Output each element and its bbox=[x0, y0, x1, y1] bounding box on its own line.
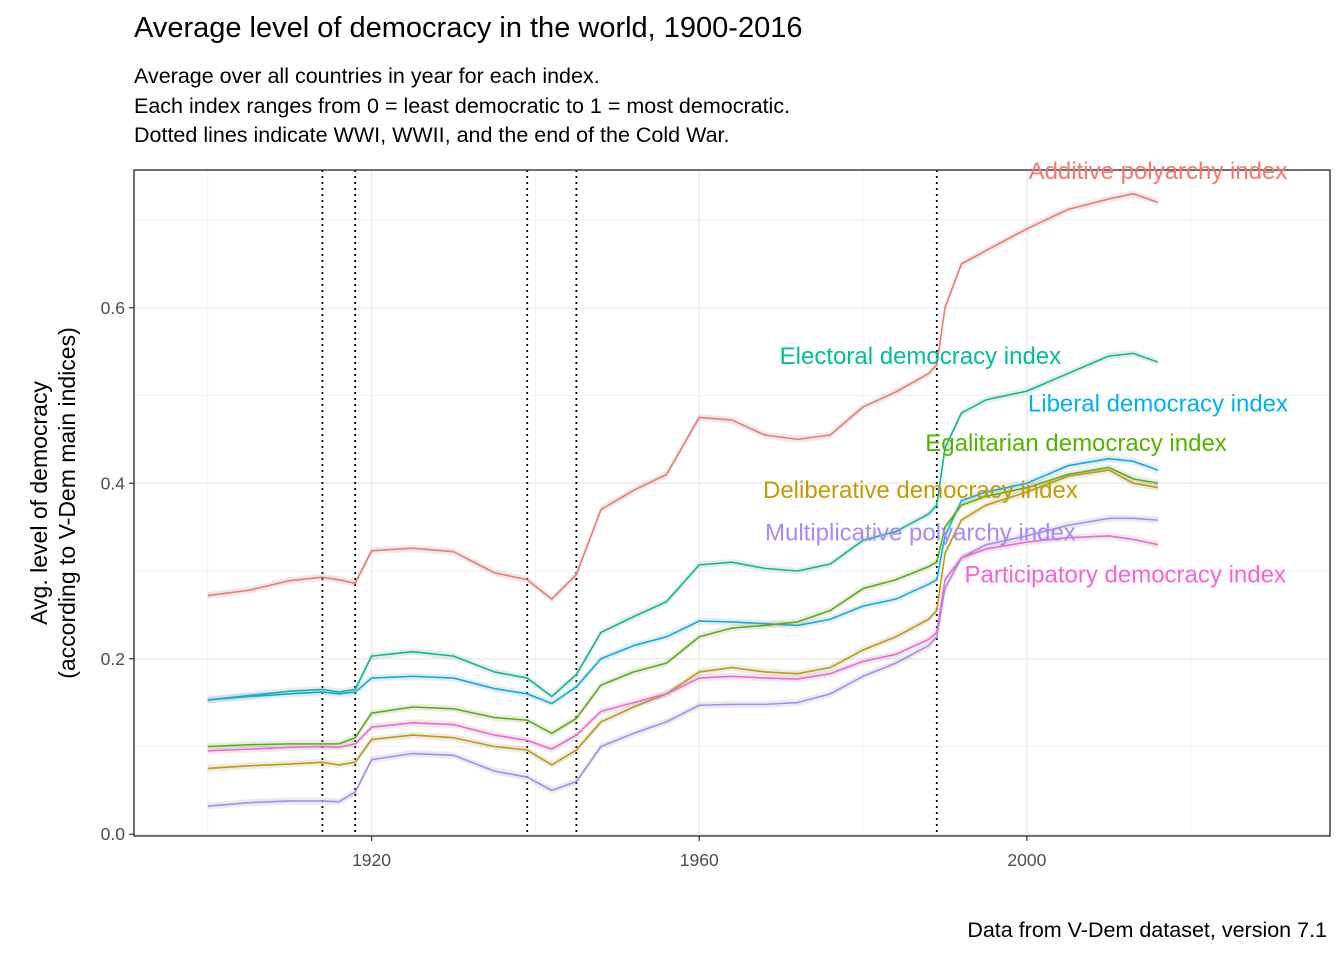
y-axis: 0.0 0.2 0.4 0.6 bbox=[101, 298, 134, 844]
chart-caption: Data from V-Dem dataset, version 7.1 bbox=[967, 918, 1327, 942]
x-tick-label: 1920 bbox=[352, 850, 391, 870]
y-axis-title-line-2: (according to V-Dem main indices) bbox=[54, 327, 80, 679]
x-tick-label: 1960 bbox=[680, 850, 719, 870]
y-tick-label: 0.4 bbox=[101, 473, 126, 493]
series-label: Deliberative democracy index bbox=[763, 477, 1078, 504]
series-label: Electoral democracy index bbox=[780, 343, 1061, 370]
series-label: Additive polyarchy index bbox=[1029, 158, 1288, 185]
series-line bbox=[207, 466, 1159, 748]
x-tick-label: 2000 bbox=[1007, 850, 1046, 870]
series-line bbox=[207, 469, 1159, 770]
series-labels: Additive polyarchy index Electoral democr… bbox=[763, 158, 1288, 589]
series-label: Multiplicative polyarchy index bbox=[765, 519, 1076, 546]
panel-border bbox=[133, 169, 1331, 837]
subtitle-line-3: Dotted lines indicate WWI, WWII, and the… bbox=[134, 123, 730, 147]
x-axis: 1920 1960 2000 bbox=[352, 836, 1047, 870]
y-tick-label: 0.0 bbox=[101, 824, 126, 844]
chart-title: Average level of democracy in the world,… bbox=[134, 12, 803, 44]
series-label: Participatory democracy index bbox=[964, 561, 1285, 588]
series-lines bbox=[207, 190, 1159, 810]
series-line bbox=[207, 192, 1159, 600]
y-axis-title-line-1: Avg. level of democracy bbox=[26, 381, 52, 625]
y-tick-label: 0.6 bbox=[101, 298, 125, 318]
subtitle-line-2: Each index ranges from 0 = least democra… bbox=[134, 93, 791, 118]
plot-panel bbox=[134, 170, 1330, 836]
series-line bbox=[207, 457, 1159, 705]
y-tick-label: 0.2 bbox=[101, 649, 125, 669]
series-line bbox=[207, 517, 1159, 807]
series-label: Egalitarian democracy index bbox=[925, 430, 1227, 457]
series-line bbox=[207, 535, 1159, 752]
series-line bbox=[207, 352, 1159, 701]
series-label: Liberal democracy index bbox=[1028, 390, 1288, 417]
chart-subtitle: Average over all countries in year for e… bbox=[134, 62, 790, 151]
subtitle-line-1: Average over all countries in year for e… bbox=[134, 64, 600, 88]
